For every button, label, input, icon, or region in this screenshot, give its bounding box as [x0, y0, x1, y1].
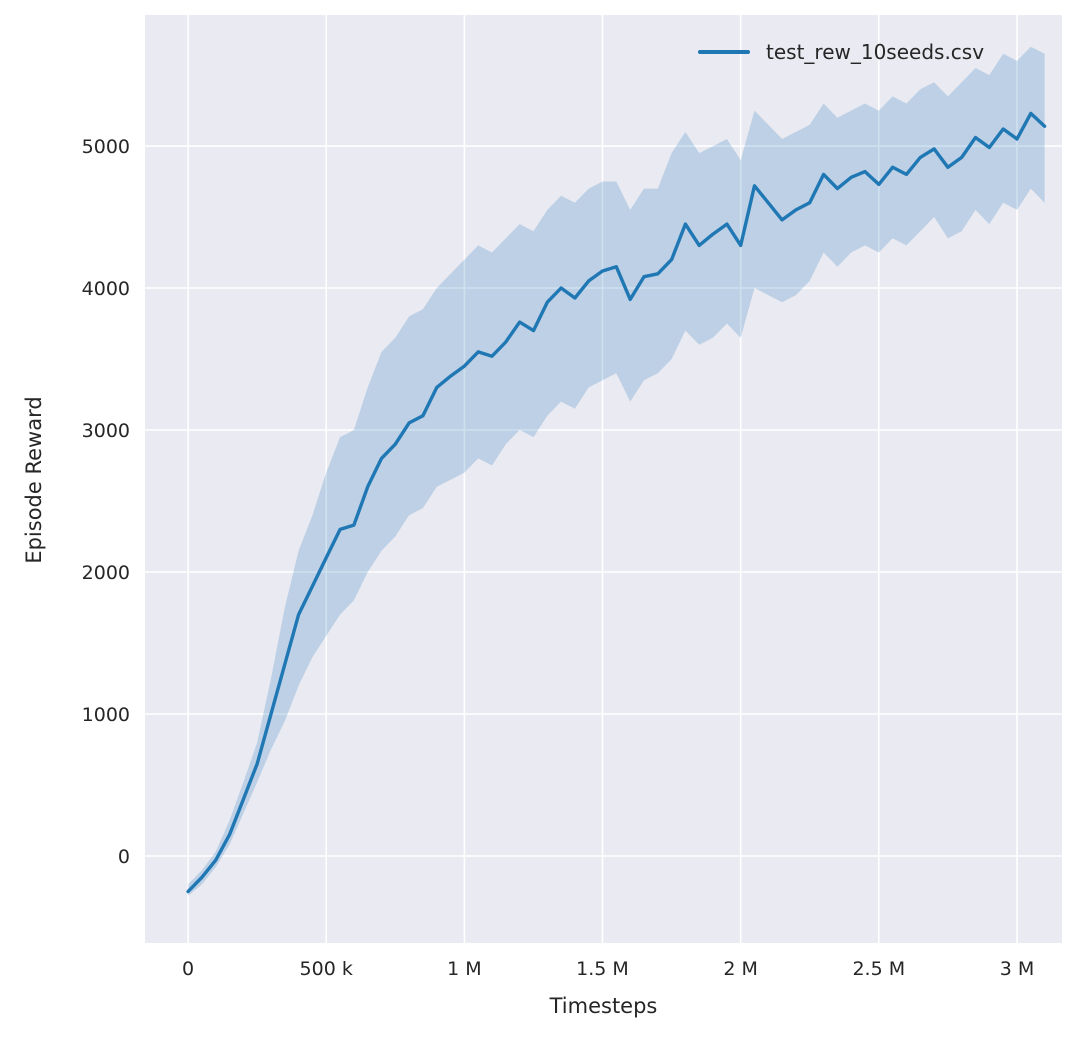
y-tick-label: 1000 [82, 704, 130, 726]
legend-line-sample-icon [698, 50, 750, 54]
x-tick-label: 2 M [723, 958, 758, 980]
y-tick-label: 3000 [82, 420, 130, 442]
y-axis-label: Episode Reward [22, 396, 46, 564]
x-tick-label: 3 M [1000, 958, 1035, 980]
x-tick-label: 2.5 M [852, 958, 905, 980]
legend-label: test_rew_10seeds.csv [766, 40, 985, 64]
x-tick-label: 1 M [447, 958, 482, 980]
x-axis-label: Timesteps [549, 994, 658, 1018]
series-line [186, 111, 1047, 894]
x-tick-label: 0 [182, 958, 194, 980]
y-tick-label: 0 [118, 846, 130, 868]
x-tick-label: 1.5 M [576, 958, 629, 980]
legend: test_rew_10seeds.csv [698, 40, 984, 64]
y-tick-label: 5000 [82, 136, 130, 158]
y-tick-label: 4000 [82, 278, 130, 300]
x-tick-label: 500 k [300, 958, 353, 980]
y-tick-label: 2000 [82, 562, 130, 584]
confidence-band [188, 46, 1045, 896]
